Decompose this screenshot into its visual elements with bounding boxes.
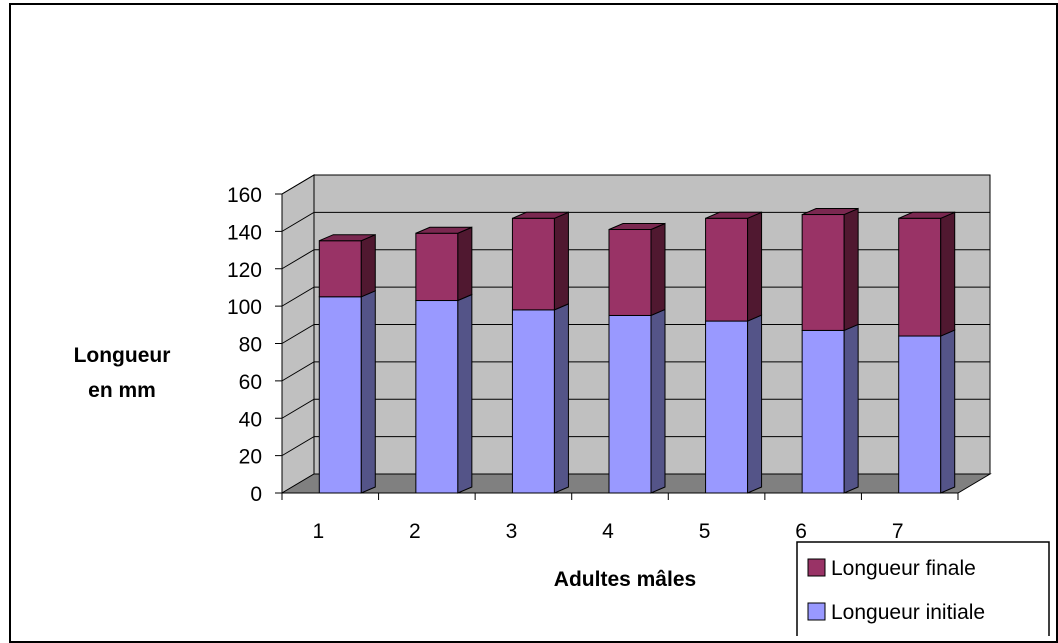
gridline [281, 249, 990, 270]
bar-front [511, 217, 555, 311]
bar-side [360, 233, 376, 298]
bar-front [318, 296, 362, 494]
y-tick-label: 100 [227, 296, 262, 319]
bar-top [415, 226, 473, 234]
y-tick-label: 80 [239, 334, 262, 357]
bar-side [553, 303, 569, 494]
x-tick-label: 6 [795, 520, 807, 543]
x-axis-title: Adultes mâles [554, 568, 696, 591]
bar-front [705, 320, 749, 494]
bar-segment [801, 323, 859, 494]
bar-side [843, 207, 859, 332]
bar-side [843, 323, 859, 494]
bar-top [705, 211, 762, 219]
bar-top [512, 211, 569, 219]
y-tick-label: 0 [250, 483, 262, 506]
x-tick-label: 1 [312, 520, 324, 543]
y-tick-label: 160 [227, 184, 262, 207]
bar-segment [898, 211, 956, 337]
bar-top [898, 211, 955, 219]
bar-segment [705, 314, 763, 494]
axes [275, 193, 959, 500]
bar-side [650, 308, 666, 494]
gridline [281, 398, 990, 419]
gridline [281, 174, 990, 195]
bar-top [319, 234, 376, 242]
bar-front [511, 309, 555, 494]
y-tick-label: 40 [239, 408, 262, 431]
bar-front [801, 214, 845, 331]
bar-side [553, 211, 569, 311]
bar-top [608, 223, 666, 231]
bar-segment [898, 329, 956, 494]
y-tick-label: 60 [239, 371, 262, 394]
bar-front [898, 217, 942, 337]
bar-top [801, 208, 859, 216]
bar-segment [608, 222, 666, 317]
bar-front [415, 300, 459, 494]
legend-box [796, 541, 1050, 636]
y-tick-labels: 0 20 40 60 80 100 120 140 160 [227, 184, 262, 506]
x-tick-label: 7 [892, 520, 904, 543]
x-tick-label: 2 [409, 520, 421, 543]
bar-side [360, 290, 376, 494]
bar-segment [608, 308, 666, 494]
bar-segment [801, 207, 859, 332]
legend-label-longueur-initiale: Longueur initiale [831, 601, 985, 624]
bar-side [940, 211, 956, 337]
x-tick-label: 5 [699, 520, 711, 543]
bar-segment [415, 226, 473, 302]
gridline [281, 211, 990, 232]
bar-front [608, 229, 652, 316]
gridlines [281, 174, 990, 457]
bar-segment [705, 211, 763, 322]
y-tick-label: 140 [227, 221, 262, 244]
y-axis-title-line2: en mm [88, 379, 156, 402]
legend-swatch-longueur-initiale [807, 602, 826, 621]
bar-front [608, 314, 652, 494]
bar-side [940, 329, 956, 494]
x-tick-labels: 1 2 3 4 5 6 7 [312, 520, 903, 543]
bar-side [747, 211, 763, 322]
bar-segment [318, 290, 376, 494]
y-tick-label: 20 [239, 446, 262, 469]
bar-side [457, 226, 473, 302]
bar-segment [511, 211, 569, 311]
bar-front [801, 329, 845, 494]
x-tick-label: 4 [602, 520, 614, 543]
bar-front [318, 240, 362, 298]
legend: Longueur finale Longueur initiale [796, 541, 1050, 636]
gridline [281, 324, 990, 344]
bar-side [457, 293, 473, 494]
x-tick-label: 3 [506, 520, 518, 543]
bar-front [415, 232, 459, 302]
gridline [281, 436, 990, 457]
y-axis-title-line1: Longueur [74, 344, 171, 367]
bar-segment [415, 293, 473, 494]
bars [318, 207, 956, 494]
bar-side [650, 222, 666, 317]
bar-segment [511, 303, 569, 494]
gridline [281, 286, 990, 307]
legend-label-longueur-finale: Longueur finale [831, 557, 976, 580]
bar-segment [318, 233, 376, 298]
bar-front [898, 335, 942, 494]
legend-swatch-longueur-finale [807, 558, 826, 577]
gridline [281, 361, 990, 382]
y-tick-label: 120 [227, 259, 262, 282]
bar-side [747, 314, 763, 494]
bar-front [705, 217, 749, 322]
